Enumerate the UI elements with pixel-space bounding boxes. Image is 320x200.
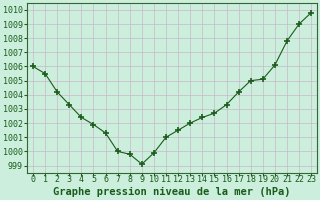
X-axis label: Graphe pression niveau de la mer (hPa): Graphe pression niveau de la mer (hPa) [53,187,291,197]
